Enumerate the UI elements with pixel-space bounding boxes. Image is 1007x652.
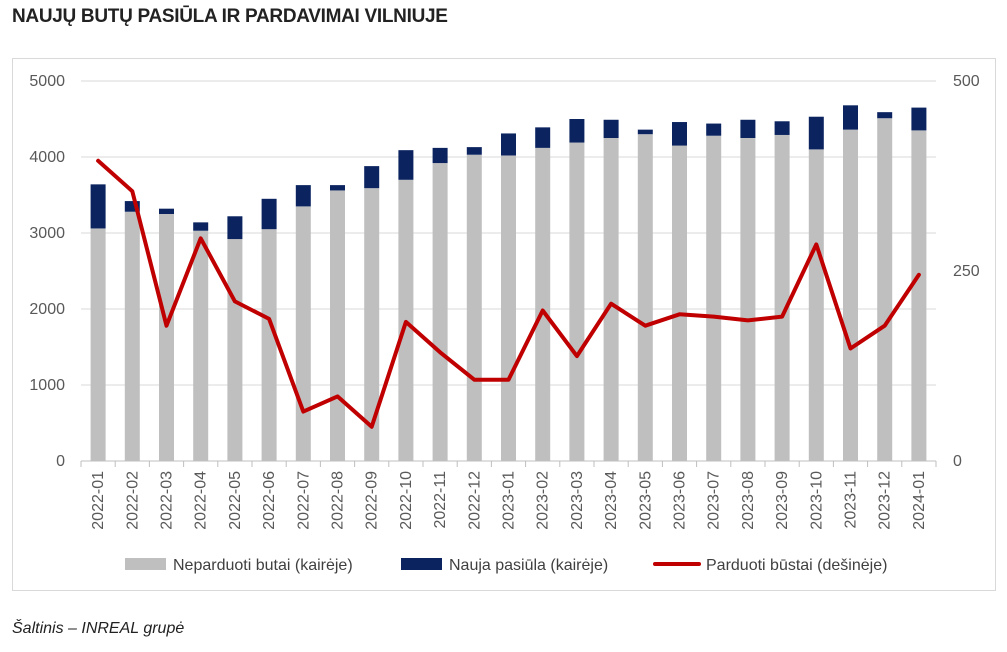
bar-new-supply <box>706 123 722 136</box>
bar-unsold <box>706 135 722 461</box>
bar-new-supply <box>466 147 482 155</box>
bar-unsold <box>911 130 927 461</box>
bar-new-supply <box>364 166 380 189</box>
x-tick-label: 2022-01 <box>90 471 107 530</box>
bar-unsold <box>740 138 756 461</box>
bar-new-supply <box>774 121 790 135</box>
bar-unsold <box>124 211 140 461</box>
bar-new-supply <box>808 116 824 150</box>
x-tick-label: 2023-03 <box>569 471 586 530</box>
x-tick-label: 2022-02 <box>124 471 141 530</box>
bar-unsold <box>808 149 824 461</box>
axes: 0 1000 2000 3000 4000 5000 0 250 500 2022-01 2022-… <box>29 73 979 530</box>
bar-new-supply <box>843 105 858 130</box>
y-right-tick-label: 500 <box>953 73 980 90</box>
bar-new-supply <box>90 184 106 229</box>
bar-unsold <box>261 229 277 461</box>
x-tick-label: 2022-12 <box>466 471 483 530</box>
bar-new-supply <box>740 119 756 138</box>
x-tick-label: 2023-11 <box>843 471 860 529</box>
x-tick-label: 2023-05 <box>637 471 654 530</box>
bar-unsold <box>637 134 653 461</box>
x-tick-label: 2022-11 <box>432 471 449 529</box>
x-tick-label: 2022-04 <box>193 471 210 530</box>
bar-unsold <box>501 155 516 461</box>
y-left-tick-label: 1000 <box>29 377 65 394</box>
bar-new-supply <box>432 147 448 164</box>
bar-new-supply <box>672 122 687 146</box>
bar-new-supply <box>227 216 243 240</box>
x-tick-label: 2023-04 <box>603 471 620 530</box>
chart-svg: 0 1000 2000 3000 4000 5000 0 250 500 2022-01 2022-… <box>29 73 979 574</box>
bar-new-supply <box>330 185 345 191</box>
x-tick-label: 2023-01 <box>501 471 518 530</box>
y-left-tick-label: 5000 <box>29 73 65 90</box>
bar-new-supply <box>193 222 209 231</box>
x-tick-label: 2022-07 <box>295 471 312 530</box>
y-left-tick-label: 3000 <box>29 225 65 242</box>
bar-new-supply <box>261 198 277 230</box>
x-tick-label: 2023-06 <box>672 471 689 530</box>
bar-unsold <box>90 228 106 461</box>
y-left-tick-label: 2000 <box>29 301 65 318</box>
bar-new-supply <box>603 119 619 138</box>
source-note: Šaltinis – INREAL grupė <box>12 620 185 637</box>
bar-unsold <box>672 145 687 461</box>
page-title: NAUJŲ BUTŲ PASIŪLA IR PARDAVIMAI VILNIUJ… <box>12 6 448 27</box>
x-tick-label: 2023-09 <box>774 471 791 530</box>
bar-unsold <box>364 188 380 461</box>
bar-unsold <box>877 118 893 462</box>
bar-new-supply <box>501 133 516 156</box>
bar-unsold <box>774 134 790 461</box>
bar-unsold <box>843 129 858 461</box>
legend-swatch <box>401 558 442 570</box>
line-sold-homes <box>96 158 921 429</box>
bar-new-supply <box>398 150 414 180</box>
x-tick-label: 2022-05 <box>227 471 244 530</box>
x-tick-label: 2023-10 <box>808 471 825 530</box>
bar-unsold <box>466 154 482 461</box>
x-tick-label: 2022-08 <box>330 471 347 530</box>
chart-area: 0 1000 2000 3000 4000 5000 0 250 500 2022-01 2022-… <box>12 58 996 591</box>
bar-unsold <box>603 138 619 461</box>
legend-label: Neparduoti butai (kairėje) <box>173 557 353 574</box>
x-tick-label: 2022-10 <box>398 471 415 530</box>
bar-new-supply <box>637 129 653 135</box>
bar-new-supply <box>159 208 174 214</box>
x-tick-label: 2022-03 <box>159 471 176 530</box>
legend-label: Parduoti būstai (dešinėje) <box>706 557 887 574</box>
bar-unsold <box>295 206 311 461</box>
x-tick-label: 2022-09 <box>364 471 381 530</box>
bar-unsold <box>569 142 585 461</box>
legend: Neparduoti butai (kairėje) Nauja pasiūla … <box>125 557 887 574</box>
bar-new-supply <box>877 112 893 119</box>
legend-swatch <box>125 558 166 570</box>
bar-new-supply <box>535 127 551 148</box>
x-tick-label: 2023-02 <box>535 471 552 530</box>
bar-new-supply <box>911 107 927 131</box>
bar-new-supply <box>569 119 585 143</box>
y-left-tick-label: 0 <box>56 453 65 470</box>
bar-unsold <box>227 239 243 461</box>
x-tick-label: 2023-12 <box>877 471 894 530</box>
bar-new-supply <box>124 201 140 212</box>
bar-unsold <box>159 214 174 461</box>
bar-unsold <box>193 230 209 461</box>
y-right-tick-label: 250 <box>953 263 980 280</box>
x-tick-label: 2024-01 <box>911 471 928 530</box>
bar-new-supply <box>295 185 311 207</box>
x-tick-label: 2023-08 <box>740 471 757 530</box>
bar-unsold <box>535 147 551 461</box>
legend-label: Nauja pasiūla (kairėje) <box>449 557 608 574</box>
x-tick-label: 2022-06 <box>261 471 278 530</box>
bar-unsold <box>432 163 448 461</box>
line-series <box>96 158 921 429</box>
y-left-tick-label: 4000 <box>29 149 65 166</box>
x-tick-label: 2023-07 <box>706 471 723 530</box>
y-right-tick-label: 0 <box>953 453 962 470</box>
bars <box>90 105 927 462</box>
bar-unsold <box>330 190 345 461</box>
